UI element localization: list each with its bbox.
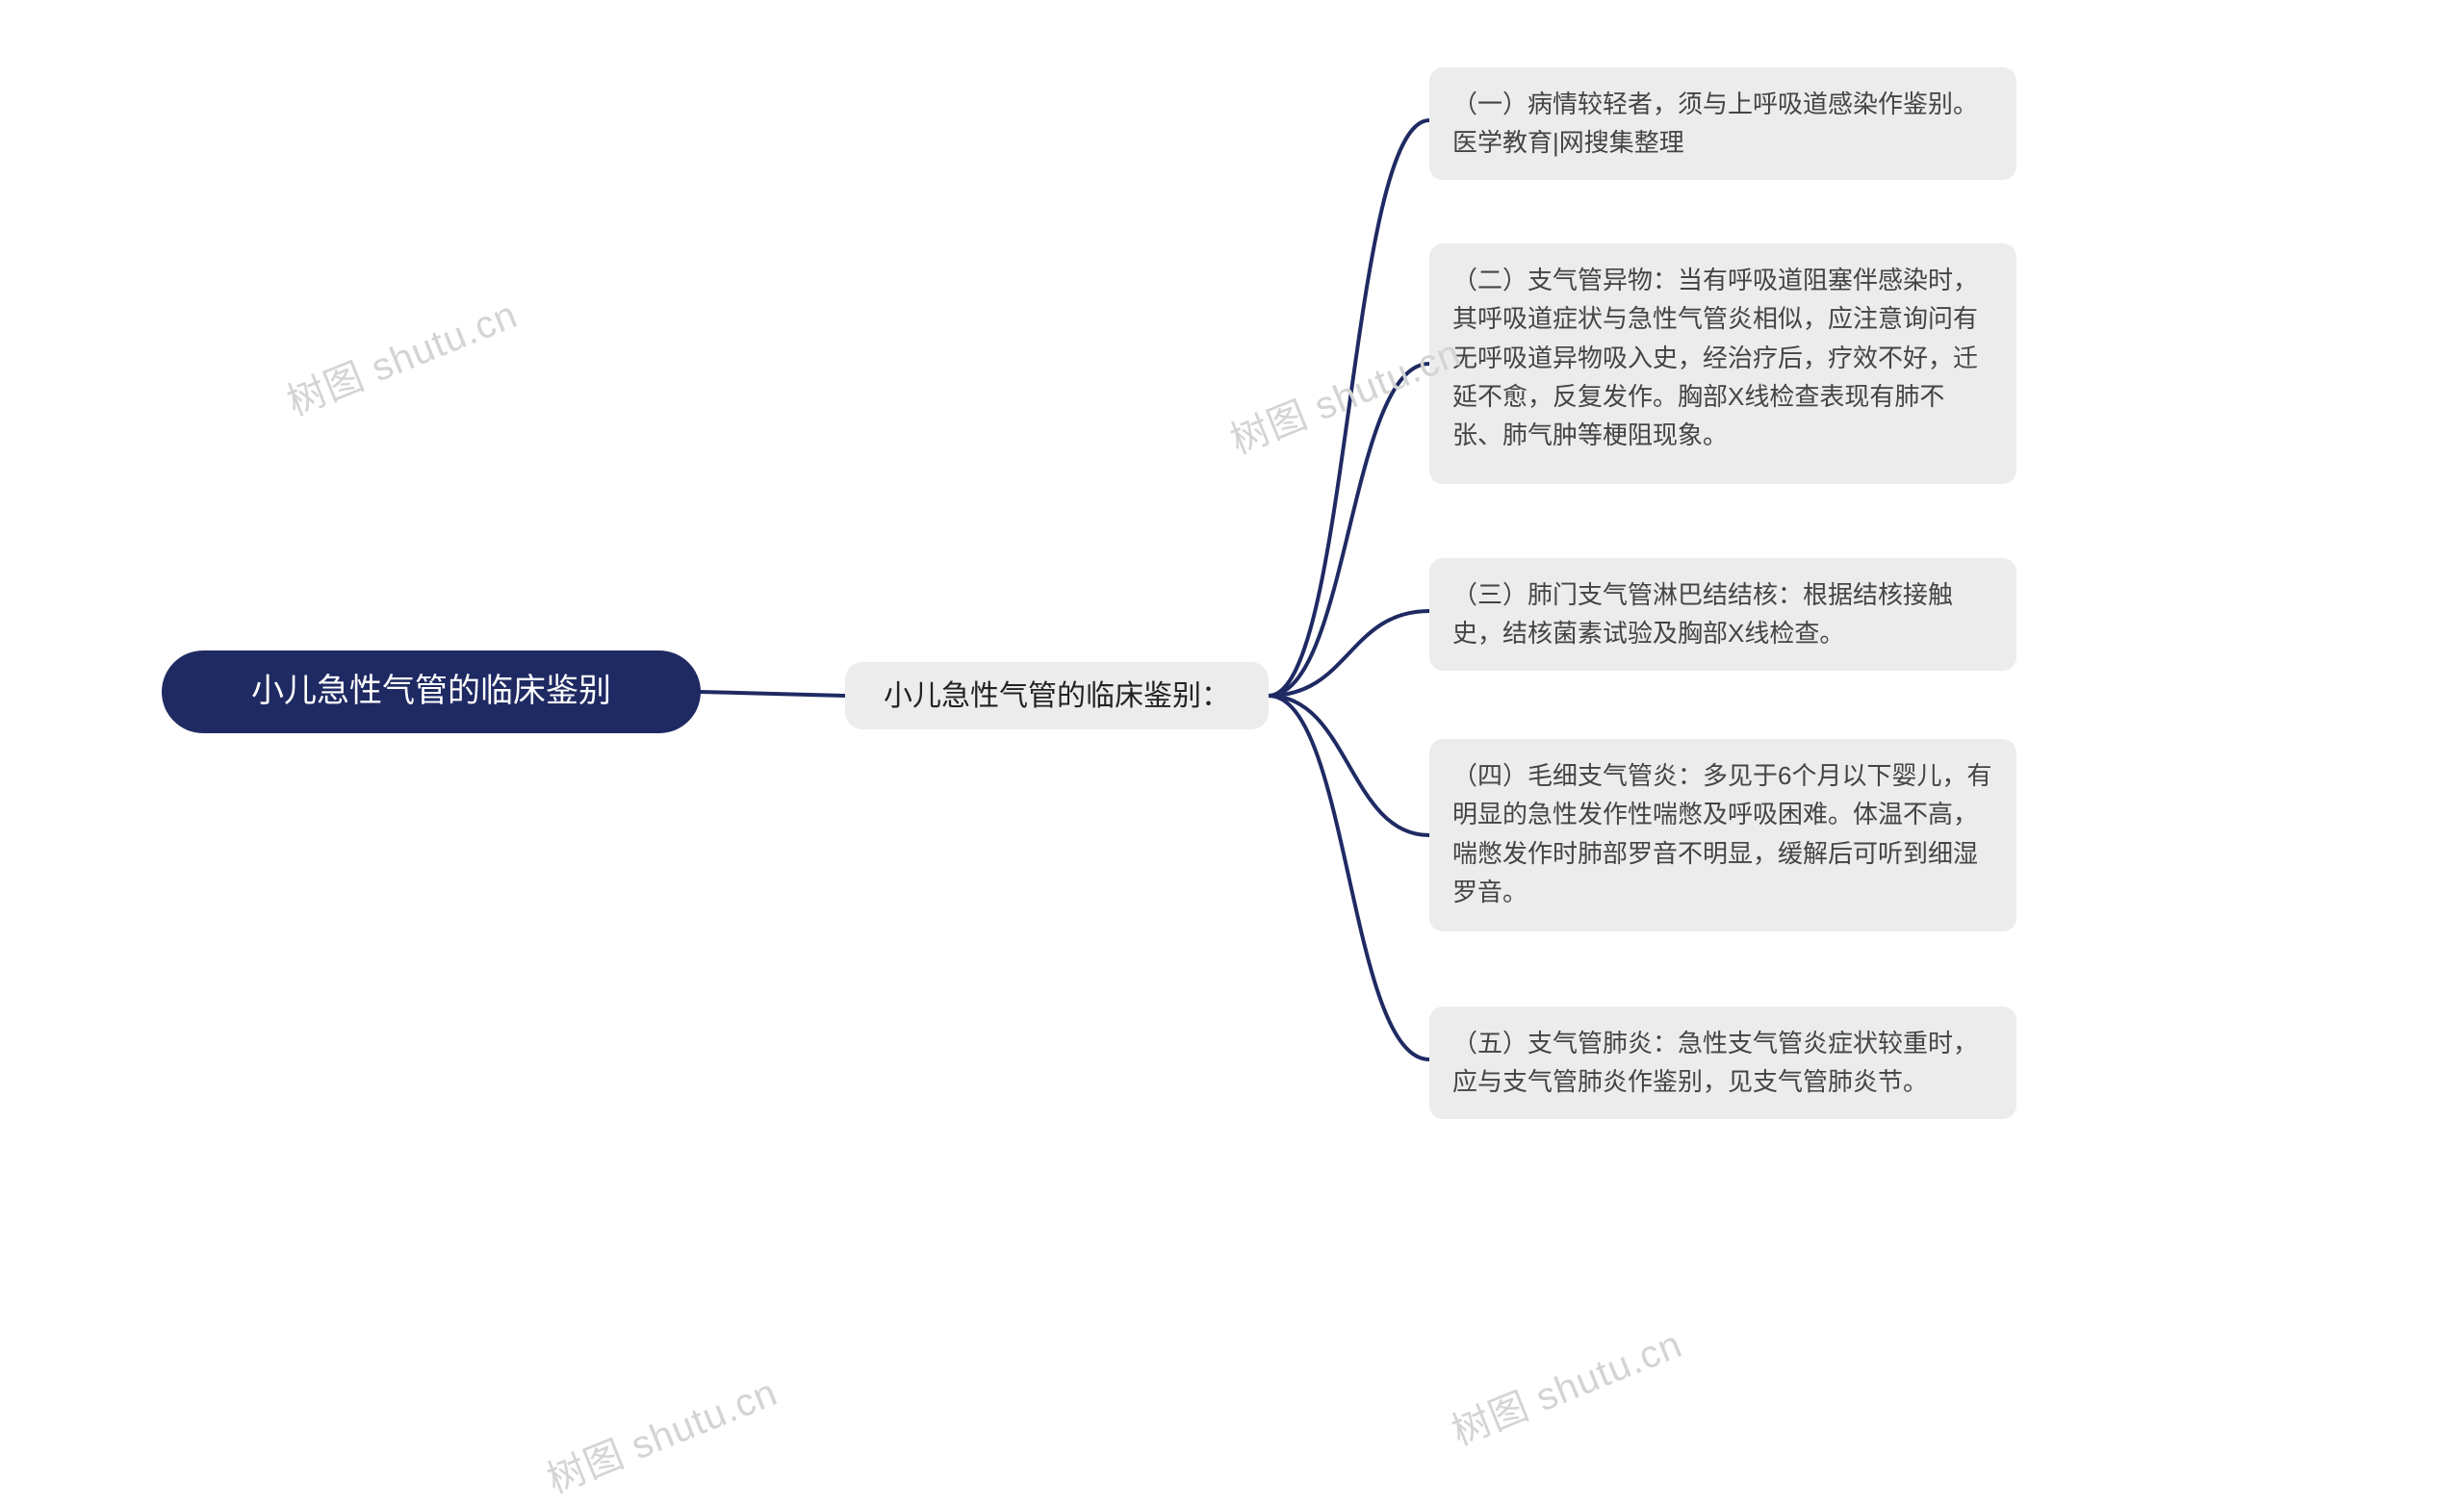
- root-node[interactable]: 小儿急性气管的临床鉴别: [162, 650, 701, 733]
- leaf-text: （一）病情较轻者，须与上呼吸道感染作鉴别。医学教育|网搜集整理: [1452, 85, 1993, 163]
- leaf-text: （二）支气管异物：当有呼吸道阻塞伴感染时，其呼吸道症状与急性气管炎相似，应注意询…: [1452, 261, 1993, 454]
- mindmap-canvas: 小儿急性气管的临床鉴别 小儿急性气管的临床鉴别： （一）病情较轻者，须与上呼吸道…: [0, 0, 2464, 1368]
- watermark: 树图 shutu.cn: [1442, 1313, 1689, 1457]
- leaf-text: （五）支气管肺炎：急性支气管炎症状较重时，应与支气管肺炎作鉴别，见支气管肺炎节。: [1452, 1024, 1993, 1102]
- leaf-node-1[interactable]: （一）病情较轻者，须与上呼吸道感染作鉴别。医学教育|网搜集整理: [1429, 67, 2016, 180]
- leaf-node-4[interactable]: （四）毛细支气管炎：多见于6个月以下婴儿，有明显的急性发作性喘憋及呼吸困难。体温…: [1429, 739, 2016, 931]
- leaf-node-3[interactable]: （三）肺门支气管淋巴结结核：根据结核接触史，结核菌素试验及胸部X线检查。: [1429, 558, 2016, 671]
- level2-node[interactable]: 小儿急性气管的临床鉴别：: [845, 662, 1269, 729]
- leaf-node-5[interactable]: （五）支气管肺炎：急性支气管炎症状较重时，应与支气管肺炎作鉴别，见支气管肺炎节。: [1429, 1007, 2016, 1119]
- watermark: 树图 shutu.cn: [277, 284, 525, 427]
- watermark: 树图 shutu.cn: [537, 1362, 784, 1504]
- leaf-node-2[interactable]: （二）支气管异物：当有呼吸道阻塞伴感染时，其呼吸道症状与急性气管炎相似，应注意询…: [1429, 243, 2016, 484]
- leaf-text: （三）肺门支气管淋巴结结核：根据结核接触史，结核菌素试验及胸部X线检查。: [1452, 575, 1993, 653]
- leaf-text: （四）毛细支气管炎：多见于6个月以下婴儿，有明显的急性发作性喘憋及呼吸困难。体温…: [1452, 756, 1993, 911]
